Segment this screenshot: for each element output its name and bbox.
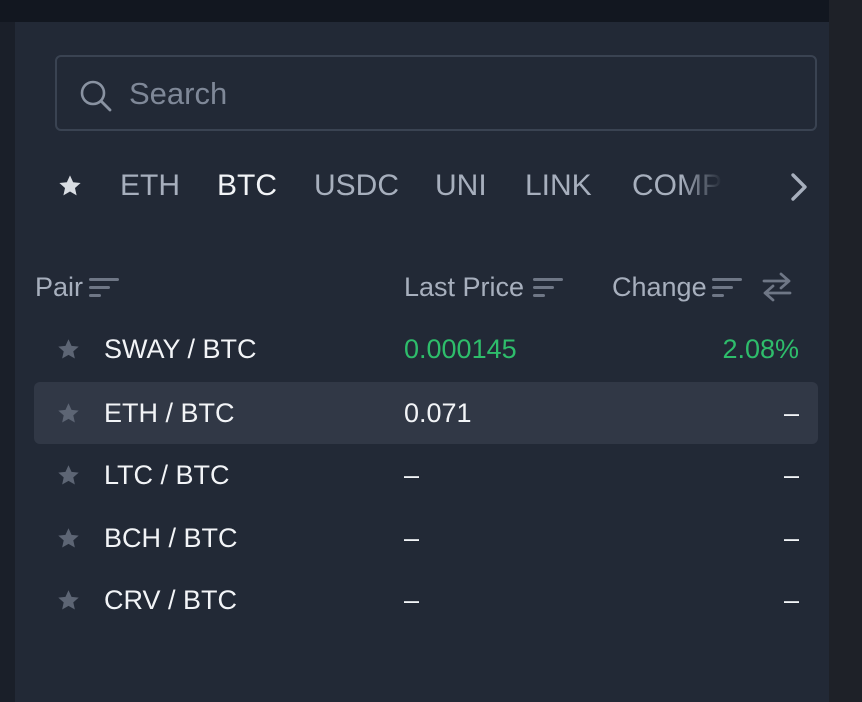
sort-icon[interactable] bbox=[533, 276, 563, 300]
tab-comp[interactable]: COMP bbox=[632, 169, 722, 202]
last-price: – bbox=[404, 460, 420, 490]
table-row[interactable]: ETH / BTC 0.071 – bbox=[34, 382, 818, 444]
sort-icon[interactable] bbox=[89, 276, 119, 300]
column-change[interactable]: Change bbox=[612, 272, 707, 302]
pair-name: SWAY / BTC bbox=[104, 334, 257, 364]
price-change: – bbox=[783, 398, 799, 428]
star-icon[interactable] bbox=[56, 337, 81, 362]
search-box[interactable] bbox=[55, 55, 817, 131]
price-change: 2.08% bbox=[722, 334, 799, 364]
search-input[interactable] bbox=[127, 71, 791, 117]
column-pair[interactable]: Pair bbox=[35, 272, 84, 302]
sort-icon[interactable] bbox=[712, 276, 742, 300]
chevron-right-icon[interactable] bbox=[787, 170, 811, 204]
tab-usdc[interactable]: USDC bbox=[314, 169, 400, 202]
table-row[interactable]: CRV / BTC – – bbox=[34, 569, 818, 631]
price-change: – bbox=[783, 460, 799, 490]
price-change: – bbox=[783, 585, 799, 615]
star-icon[interactable] bbox=[56, 526, 81, 551]
last-price: 0.000145 bbox=[404, 334, 517, 364]
markets-panel: ETH BTC USDC UNI LINK COMP Pair Last Pri… bbox=[15, 22, 829, 702]
top-bar bbox=[0, 0, 829, 22]
pair-name: LTC / BTC bbox=[104, 460, 230, 490]
tab-eth[interactable]: ETH bbox=[120, 169, 180, 202]
left-panel-edge bbox=[0, 22, 15, 702]
search-icon bbox=[80, 80, 112, 112]
tab-link[interactable]: LINK bbox=[525, 169, 592, 202]
last-price: – bbox=[404, 585, 420, 615]
pair-name: ETH / BTC bbox=[104, 398, 235, 428]
price-change: – bbox=[783, 523, 799, 553]
star-icon[interactable] bbox=[57, 173, 83, 199]
column-last-price[interactable]: Last Price bbox=[404, 272, 525, 302]
table-row[interactable]: BCH / BTC – – bbox=[34, 507, 818, 569]
pair-name: CRV / BTC bbox=[104, 585, 238, 615]
market-tabs: ETH BTC USDC UNI LINK COMP bbox=[15, 162, 829, 212]
table-row[interactable]: SWAY / BTC 0.000145 2.08% bbox=[34, 318, 818, 380]
last-price: 0.071 bbox=[404, 398, 472, 428]
star-icon[interactable] bbox=[56, 401, 81, 426]
table-header: Pair Last Price Change bbox=[15, 266, 829, 310]
tab-btc[interactable]: BTC bbox=[217, 169, 277, 202]
star-icon[interactable] bbox=[56, 463, 81, 488]
tab-uni[interactable]: UNI bbox=[435, 169, 487, 202]
right-panel-edge bbox=[829, 0, 862, 702]
swap-icon[interactable] bbox=[760, 270, 794, 304]
star-icon[interactable] bbox=[56, 588, 81, 613]
pair-name: BCH / BTC bbox=[104, 523, 238, 553]
last-price: – bbox=[404, 523, 420, 553]
table-row[interactable]: LTC / BTC – – bbox=[34, 444, 818, 506]
